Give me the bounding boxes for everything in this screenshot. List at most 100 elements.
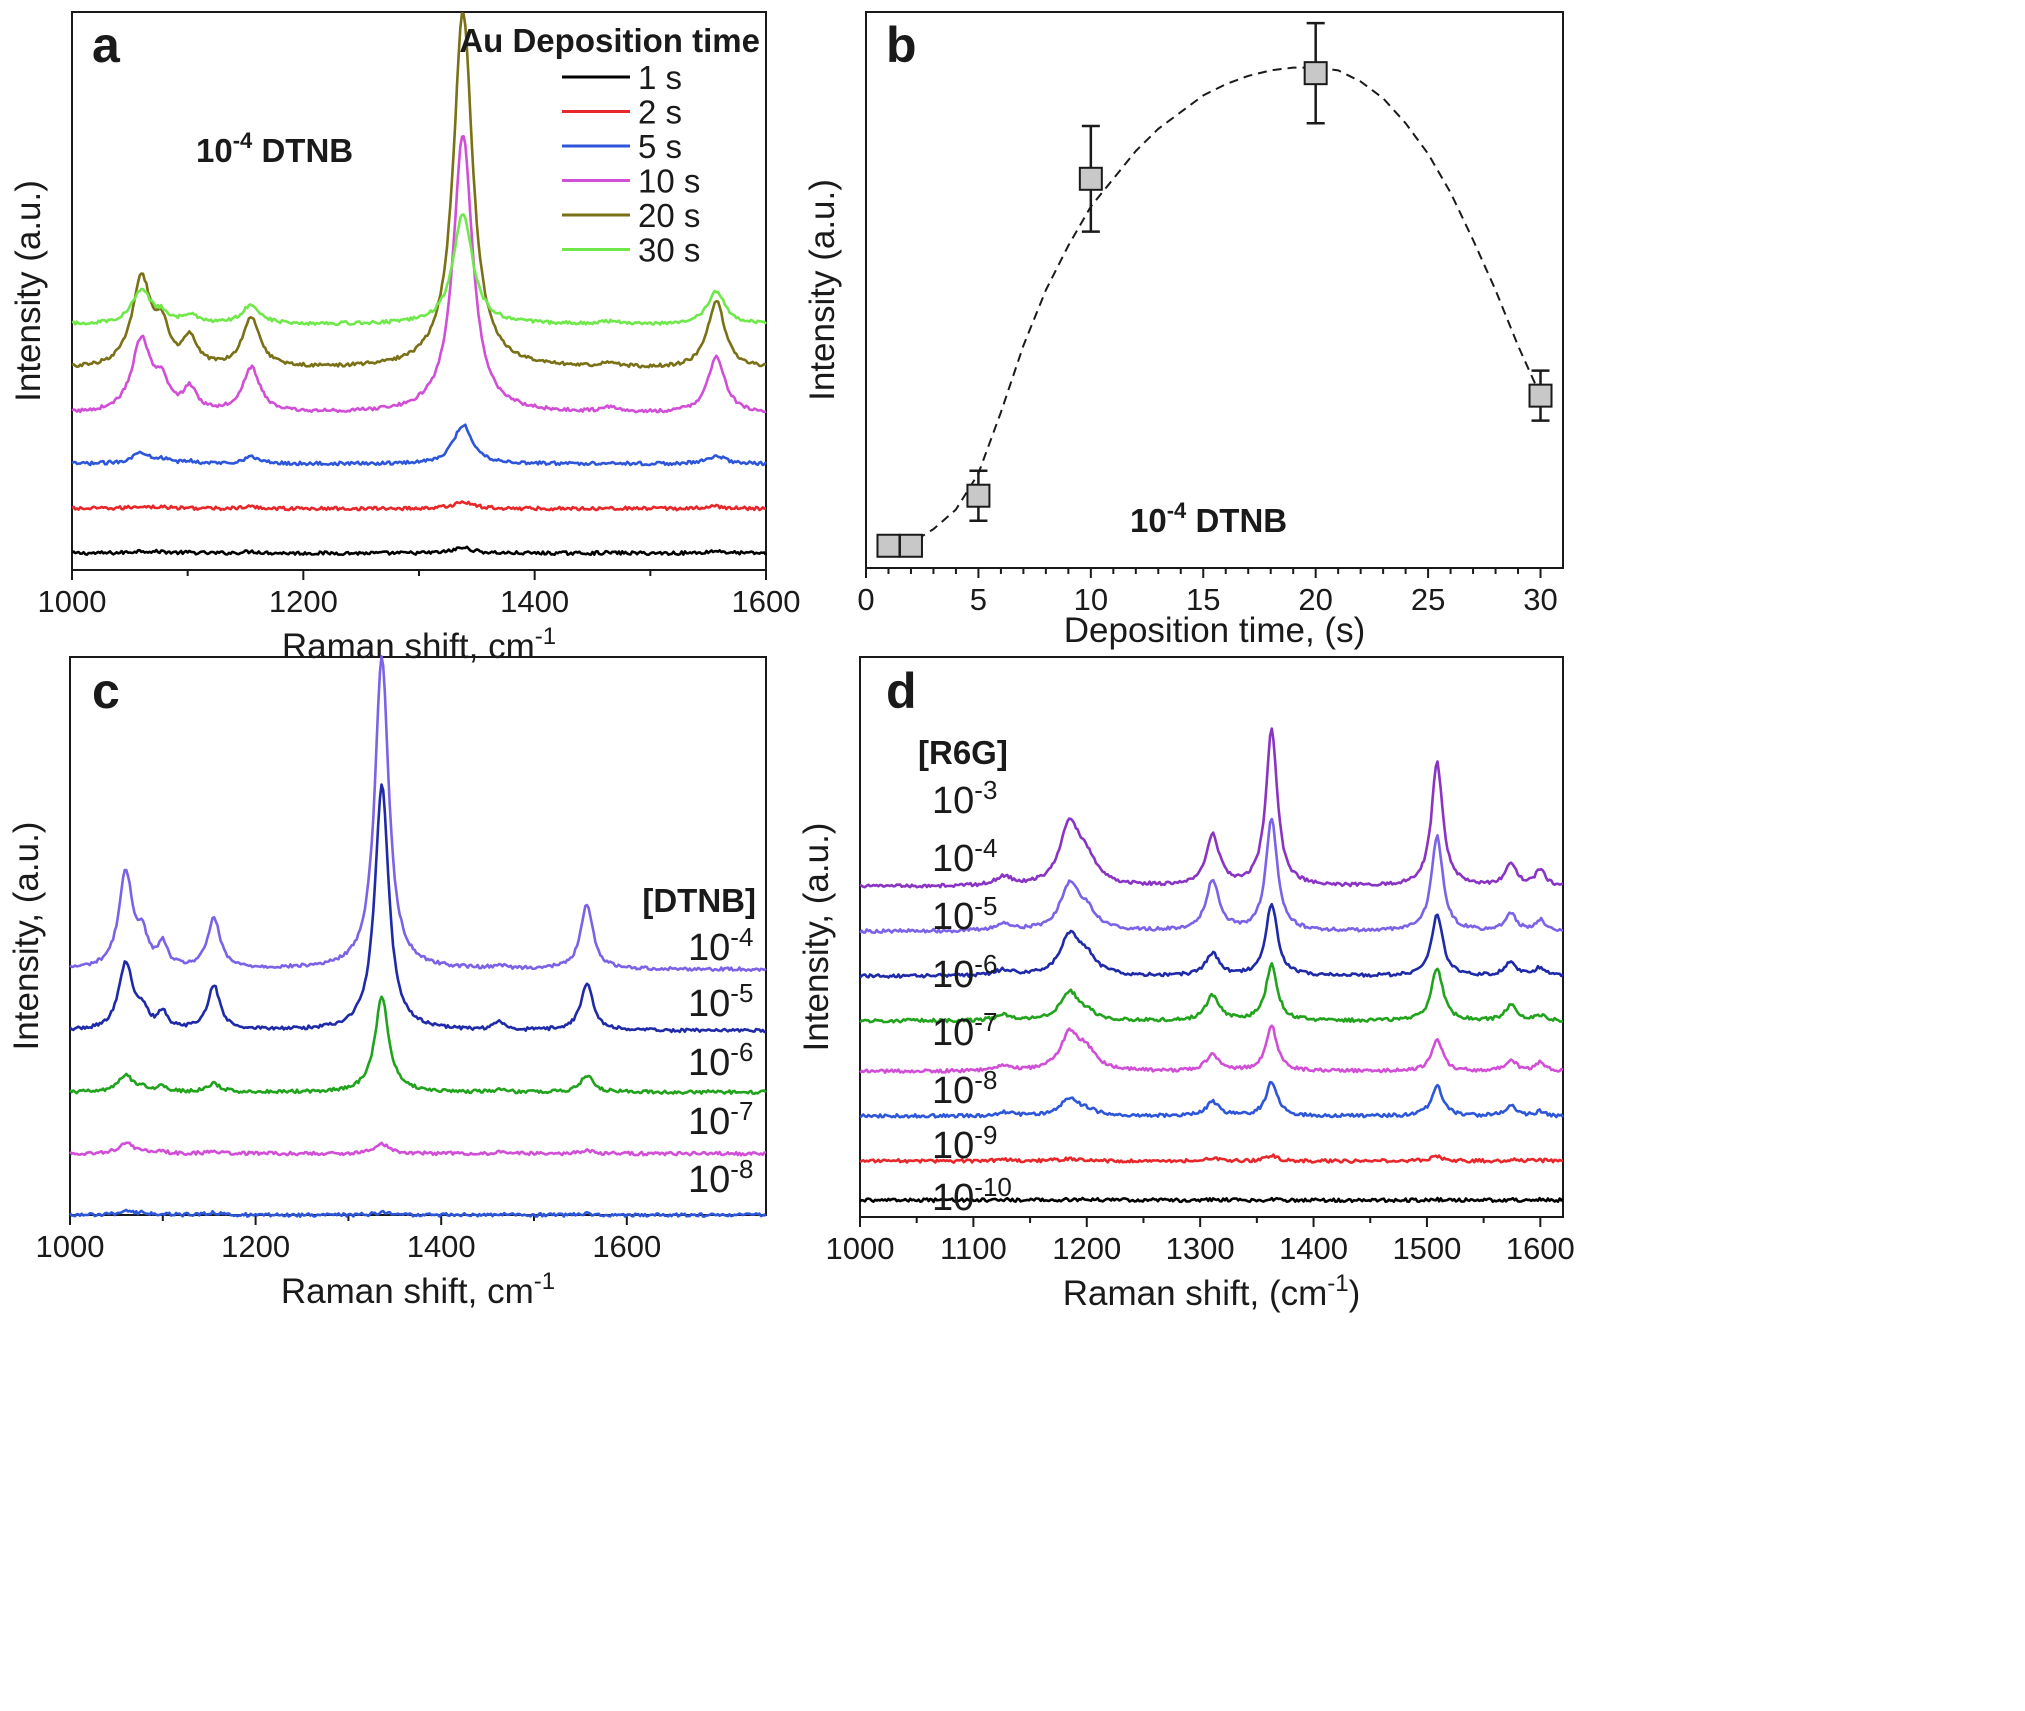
concentration-label-2: 10-6: [688, 1037, 753, 1084]
x-tick-label: 0: [857, 582, 874, 617]
concentration-header: [R6G]: [918, 734, 1008, 771]
concentration-label-3-base: 10: [932, 954, 974, 996]
x-tick-label: 1500: [1392, 1231, 1461, 1266]
concentration-annotation-sup: -4: [1167, 498, 1187, 523]
legend-entry-2: 5 s: [638, 128, 682, 165]
y-axis-title: Intensity, (a.u.): [797, 823, 836, 1052]
series-line-3: [859, 962, 1564, 1024]
y-axis-title: Intensity, (a.u.): [7, 822, 46, 1051]
x-axis-title: Raman shift, cm-1: [281, 1268, 555, 1311]
series-line-2: [69, 995, 767, 1096]
concentration-header: [DTNB]: [642, 882, 756, 919]
concentration-label-2-sup: -5: [974, 891, 997, 921]
data-point-4: [1303, 61, 1328, 86]
series-line-5: [859, 1080, 1565, 1119]
concentration-label-3: 10-6: [932, 949, 997, 996]
series-line-1: [71, 500, 766, 512]
panel-c: 1000 1200 1400 1600 Raman shift, cm-1 Intensi…: [7, 655, 767, 1311]
concentration-label-4: 10-7: [932, 1007, 997, 1054]
x-tick-label: 25: [1411, 582, 1445, 617]
panel-d: 1000 1100 1200 1300 1400 1500 1600 Raman shift,…: [797, 656, 1575, 1313]
x-tick-label: 1200: [221, 1229, 290, 1264]
concentration-label-5-sup: -8: [974, 1065, 997, 1095]
concentration-annotation: 10-4 DTNB: [196, 128, 353, 169]
x-tick-label: 10: [1074, 582, 1108, 617]
x-tick-label: 1000: [826, 1231, 895, 1266]
x-tick-label: 1300: [1166, 1231, 1235, 1266]
concentration-label-4-base: 10: [932, 1012, 974, 1054]
concentration-annotation-sup: -4: [233, 128, 253, 153]
x-tick-label: 1600: [732, 584, 801, 619]
series-line-4: [71, 12, 767, 369]
concentration-label-1-sup: -5: [730, 978, 753, 1008]
series-line-2: [859, 903, 1564, 979]
series-line-0: [859, 727, 1564, 889]
panel-letter-a: a: [92, 17, 121, 73]
series-line-1: [69, 783, 767, 1034]
data-point-0: [876, 533, 901, 558]
x-tick-label: 1600: [592, 1229, 661, 1264]
concentration-label-6: 10-9: [932, 1120, 997, 1167]
x-tick-label: 30: [1523, 582, 1557, 617]
x-axis-title: Deposition time, (s): [1064, 611, 1365, 650]
x-tick-label: 1400: [407, 1229, 476, 1264]
x-tick-label: 1400: [500, 584, 569, 619]
x-tick-label: 1600: [1506, 1231, 1575, 1266]
concentration-label-1: 10-4: [932, 833, 997, 880]
concentration-annotation-rest: DTNB: [1186, 502, 1287, 539]
legend-title: Au Deposition time: [459, 22, 760, 59]
x-axis-title-sup: -1: [1327, 1270, 1348, 1297]
x-tick-label: 20: [1298, 582, 1332, 617]
concentration-label-4: 10-8: [688, 1154, 753, 1201]
concentration-label-3-base: 10: [688, 1101, 730, 1143]
concentration-label-2: 10-5: [932, 891, 997, 938]
concentration-label-4-sup: -8: [730, 1154, 753, 1184]
x-tick-label: 1400: [1279, 1231, 1348, 1266]
x-axis-title-rest: ): [1349, 1274, 1361, 1313]
concentration-label-3: 10-7: [688, 1096, 753, 1143]
legend-entry-4: 20 s: [638, 197, 700, 234]
concentration-label-4-base: 10: [688, 1159, 730, 1201]
concentration-label-5: 10-8: [932, 1065, 997, 1112]
x-tick-label: 1000: [36, 1229, 105, 1264]
concentration-label-3-sup: -6: [974, 949, 997, 979]
series-line-0: [71, 545, 768, 557]
series-line-4: [68, 1208, 767, 1218]
concentration-label-6-sup: -9: [974, 1120, 997, 1150]
panel-b: 0 5 10 15 20 25 30 Deposition time, (s) Intensit…: [803, 11, 1564, 650]
concentration-label-4-sup: -7: [974, 1007, 997, 1037]
concentration-label-7-base: 10: [932, 1177, 974, 1219]
series-line-3: [69, 1141, 767, 1157]
concentration-annotation-base: 10: [1130, 502, 1167, 539]
legend-entry-0: 1 s: [638, 59, 682, 96]
concentration-label-2-base: 10: [688, 1042, 730, 1084]
concentration-label-0-sup: -4: [730, 922, 753, 952]
panel-letter-d: d: [886, 663, 917, 719]
y-axis-title: Intensity (a.u.): [9, 180, 48, 402]
panel-d-frame: [859, 656, 1564, 1218]
concentration-label-6-base: 10: [932, 1125, 974, 1167]
x-tick-label: 5: [970, 582, 987, 617]
series-line-5: [71, 213, 767, 326]
panel-b-frame: [865, 11, 1564, 569]
series-line-7: [859, 1196, 1564, 1204]
series-line-0: [69, 655, 767, 972]
concentration-label-7: 10-10: [932, 1172, 1012, 1219]
fit-curve: [888, 66, 1542, 547]
panel-a: 1000 1200 1400 1600 Raman shift, cm-1 Intensi…: [9, 11, 801, 666]
concentration-label-1-base: 10: [932, 838, 974, 880]
x-tick-label: 1000: [38, 584, 107, 619]
x-axis-title: Raman shift, (cm-1): [1063, 1270, 1361, 1313]
concentration-label-3-sup: -7: [730, 1096, 753, 1126]
x-axis-title: Raman shift, cm-1: [282, 623, 556, 666]
data-point-1: [898, 533, 923, 558]
series-line-4: [859, 1024, 1564, 1074]
concentration-annotation: 10-4 DTNB: [1130, 498, 1287, 539]
concentration-label-2-sup: -6: [730, 1037, 753, 1067]
concentration-label-1-sup: -4: [974, 833, 997, 863]
x-axis-title-base: Raman shift, cm: [282, 627, 535, 666]
concentration-label-0-sup: -3: [974, 775, 997, 805]
legend-entry-1: 2 s: [638, 94, 682, 131]
